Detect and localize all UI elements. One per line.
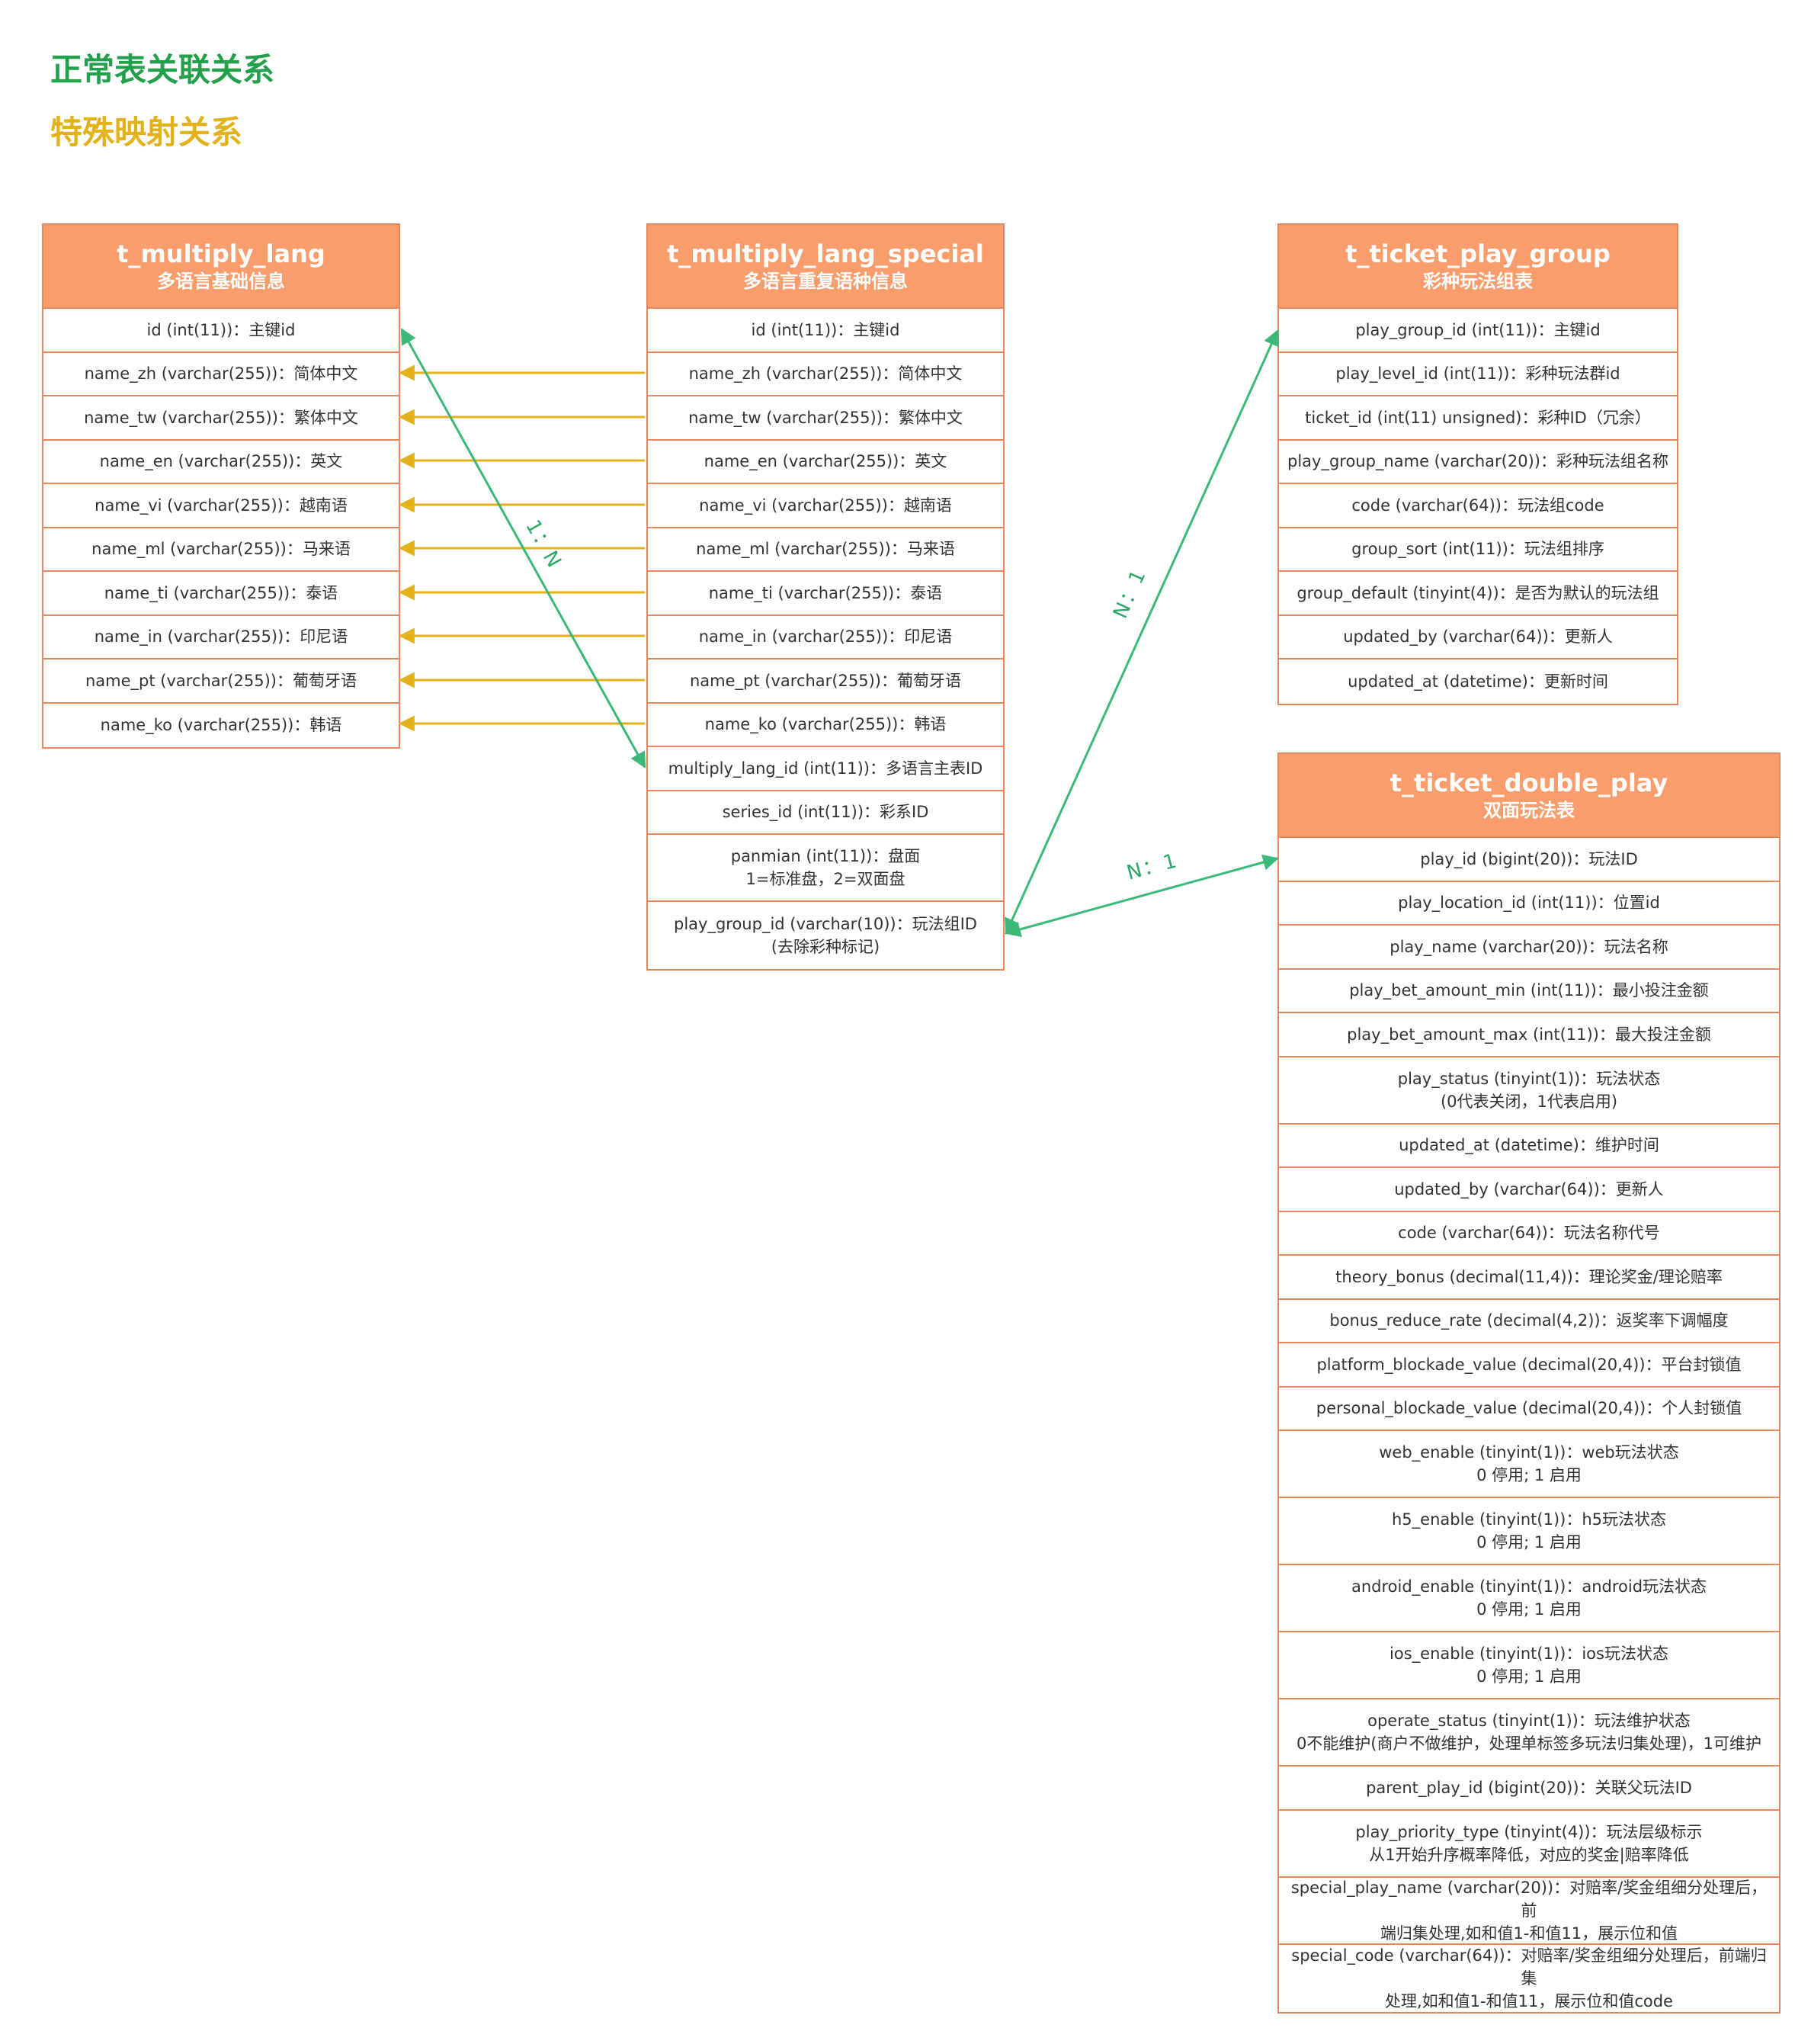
table-subtitle: 多语言基础信息 bbox=[157, 271, 285, 292]
table-row[interactable]: play_location_id (int(11))：位置id bbox=[1279, 882, 1779, 926]
table-row[interactable]: code (varchar(64))：玩法名称代号 bbox=[1279, 1212, 1779, 1256]
table-row[interactable]: multiply_lang_id (int(11))：多语言主表ID bbox=[648, 747, 1003, 791]
table-row[interactable]: name_ti (varchar(255))：泰语 bbox=[648, 572, 1003, 616]
relation-line-special-double bbox=[1004, 854, 1280, 938]
table-row[interactable]: name_ko (varchar(255))：韩语 bbox=[100, 716, 342, 735]
table-row[interactable]: name_pt (varchar(255))：葡萄牙语 bbox=[648, 659, 1003, 704]
table-row[interactable]: id (int(11))：主键id bbox=[648, 309, 1003, 353]
table-row[interactable]: ticket_id (int(11) unsigned)：彩种ID（冗余） bbox=[1279, 396, 1677, 441]
table-header: t_ticket_double_play 双面玩法表 bbox=[1279, 754, 1779, 838]
table-row[interactable]: name_ko (varchar(255))：韩语 bbox=[648, 704, 1003, 747]
table-row[interactable]: operate_status (tinyint(1))：玩法维护状态 0不能维护… bbox=[1279, 1699, 1779, 1766]
table-row[interactable]: play_id (bigint(20))：玩法ID bbox=[1279, 838, 1779, 882]
table-row[interactable]: name_tw (varchar(255))：繁体中文 bbox=[648, 396, 1003, 441]
table-row[interactable]: name_en (varchar(255))：英文 bbox=[43, 441, 399, 484]
table-subtitle: 多语言重复语种信息 bbox=[743, 271, 908, 292]
table-ticket-play-group[interactable]: t_ticket_play_group 彩种玩法组表 play_group_id… bbox=[1277, 223, 1678, 705]
table-row[interactable]: name_en (varchar(255))：英文 bbox=[648, 441, 1003, 484]
table-rows: play_group_id (int(11))：主键id play_level_i… bbox=[1279, 309, 1677, 704]
relation-label-special-double: N：1 bbox=[1124, 849, 1180, 885]
table-row[interactable]: play_bet_amount_max (int(11))：最大投注金额 bbox=[1279, 1013, 1779, 1057]
table-row[interactable]: web_enable (tinyint(1))：web玩法状态 0 停用; 1 … bbox=[1279, 1431, 1779, 1498]
legend-special-mapping: 特殊映射关系 bbox=[50, 114, 243, 151]
table-name: t_multiply_lang_special bbox=[667, 239, 984, 268]
relation-line-special-group bbox=[1005, 329, 1279, 935]
table-row[interactable]: name_pt (varchar(255))：葡萄牙语 bbox=[43, 659, 399, 704]
relation-label-special-group: N：1 bbox=[1109, 566, 1151, 622]
table-rows: id (int(11))：主键id name_zh (varchar(255))：… bbox=[43, 309, 399, 747]
table-rows: id (int(11))：主键id name_zh (varchar(255))：… bbox=[648, 309, 1003, 969]
table-row[interactable]: play_level_id (int(11))：彩种玩法群id bbox=[1279, 353, 1677, 396]
table-row[interactable]: code (varchar(64))：玩法组code bbox=[1279, 484, 1677, 528]
table-row[interactable]: group_default (tinyint(4))：是否为默认的玩法组 bbox=[1279, 572, 1677, 616]
table-row[interactable]: name_in (varchar(255))：印尼语 bbox=[648, 616, 1003, 659]
table-row[interactable]: parent_play_id (bigint(20))：关联父玩法ID bbox=[1279, 1766, 1779, 1811]
table-row[interactable]: play_group_id (varchar(10))：玩法组ID (去除彩种标… bbox=[674, 915, 977, 956]
table-row[interactable]: updated_at (datetime)：更新时间 bbox=[1348, 672, 1608, 691]
table-row[interactable]: group_sort (int(11))：玩法组排序 bbox=[1279, 528, 1677, 572]
table-row[interactable]: updated_by (varchar(64))：更新人 bbox=[1279, 1168, 1779, 1212]
table-header: t_ticket_play_group 彩种玩法组表 bbox=[1279, 225, 1677, 309]
table-row[interactable]: android_enable (tinyint(1))：android玩法状态 … bbox=[1279, 1565, 1779, 1632]
table-name: t_ticket_play_group bbox=[1345, 239, 1611, 268]
table-row[interactable]: play_name (varchar(20))：玩法名称 bbox=[1279, 926, 1779, 970]
table-header: t_multiply_lang 多语言基础信息 bbox=[43, 225, 399, 309]
table-row[interactable]: updated_at (datetime)：维护时间 bbox=[1279, 1125, 1779, 1168]
table-row[interactable]: play_priority_type (tinyint(4))：玩法层级标示 从… bbox=[1279, 1811, 1779, 1878]
table-subtitle: 彩种玩法组表 bbox=[1423, 271, 1533, 292]
table-row[interactable]: name_tw (varchar(255))：繁体中文 bbox=[43, 396, 399, 441]
table-row[interactable]: series_id (int(11))：彩系ID bbox=[648, 791, 1003, 835]
table-name: t_ticket_double_play bbox=[1390, 769, 1668, 797]
table-row[interactable]: ios_enable (tinyint(1))：ios玩法状态 0 停用; 1 … bbox=[1279, 1632, 1779, 1699]
table-row[interactable]: panmian (int(11))：盘面 1=标准盘，2=双面盘 bbox=[648, 835, 1003, 902]
table-row[interactable]: special_play_name (varchar(20))：对赔率/奖金组细… bbox=[1279, 1878, 1779, 1945]
table-row[interactable]: name_in (varchar(255))：印尼语 bbox=[43, 616, 399, 659]
legend-normal-relation: 正常表关联关系 bbox=[50, 51, 275, 88]
table-row[interactable]: play_group_id (int(11))：主键id bbox=[1279, 309, 1677, 353]
table-row[interactable]: name_vi (varchar(255))：越南语 bbox=[648, 484, 1003, 528]
table-row[interactable]: play_group_name (varchar(20))：彩种玩法组名称 bbox=[1279, 441, 1677, 484]
table-multiply-lang-special[interactable]: t_multiply_lang_special 多语言重复语种信息 id (in… bbox=[646, 223, 1005, 971]
table-row[interactable]: name_zh (varchar(255))：简体中文 bbox=[43, 353, 399, 396]
table-row[interactable]: updated_by (varchar(64))：更新人 bbox=[1279, 616, 1677, 659]
table-multiply-lang[interactable]: t_multiply_lang 多语言基础信息 id (int(11))：主键i… bbox=[42, 223, 400, 749]
table-row[interactable]: id (int(11))：主键id bbox=[43, 309, 399, 353]
table-row[interactable]: platform_blockade_value (decimal(20,4))：… bbox=[1279, 1343, 1779, 1388]
table-row[interactable]: name_zh (varchar(255))：简体中文 bbox=[648, 353, 1003, 396]
table-row[interactable]: play_bet_amount_min (int(11))：最小投注金额 bbox=[1279, 970, 1779, 1013]
table-row[interactable]: h5_enable (tinyint(1))：h5玩法状态 0 停用; 1 启用 bbox=[1279, 1498, 1779, 1565]
table-row[interactable]: name_vi (varchar(255))：越南语 bbox=[43, 484, 399, 528]
table-row[interactable]: theory_bonus (decimal(11,4))：理论奖金/理论赔率 bbox=[1279, 1256, 1779, 1300]
table-name: t_multiply_lang bbox=[117, 239, 325, 268]
table-row[interactable]: play_status (tinyint(1))：玩法状态 (0代表关闭，1代表… bbox=[1279, 1057, 1779, 1125]
table-row[interactable]: personal_blockade_value (decimal(20,4))：… bbox=[1279, 1388, 1779, 1431]
relation-line-lang-special bbox=[400, 328, 646, 769]
relation-label-lang-special: 1：N bbox=[521, 516, 566, 573]
table-row[interactable]: name_ml (varchar(255))：马来语 bbox=[648, 528, 1003, 572]
table-row[interactable]: bonus_reduce_rate (decimal(4,2))：返奖率下调幅度 bbox=[1279, 1300, 1779, 1343]
table-ticket-double-play[interactable]: t_ticket_double_play 双面玩法表 play_id (bigi… bbox=[1277, 752, 1781, 2014]
table-row[interactable]: name_ml (varchar(255))：马来语 bbox=[43, 528, 399, 572]
special-mapping-lines bbox=[398, 364, 645, 732]
table-row[interactable]: special_code (varchar(64))：对赔率/奖金组细分处理后，… bbox=[1291, 1946, 1767, 2010]
table-header: t_multiply_lang_special 多语言重复语种信息 bbox=[648, 225, 1003, 309]
table-subtitle: 双面玩法表 bbox=[1483, 800, 1575, 821]
table-row[interactable]: name_ti (varchar(255))：泰语 bbox=[43, 572, 399, 616]
table-rows: play_id (bigint(20))：玩法ID play_location_i… bbox=[1279, 838, 1779, 2012]
